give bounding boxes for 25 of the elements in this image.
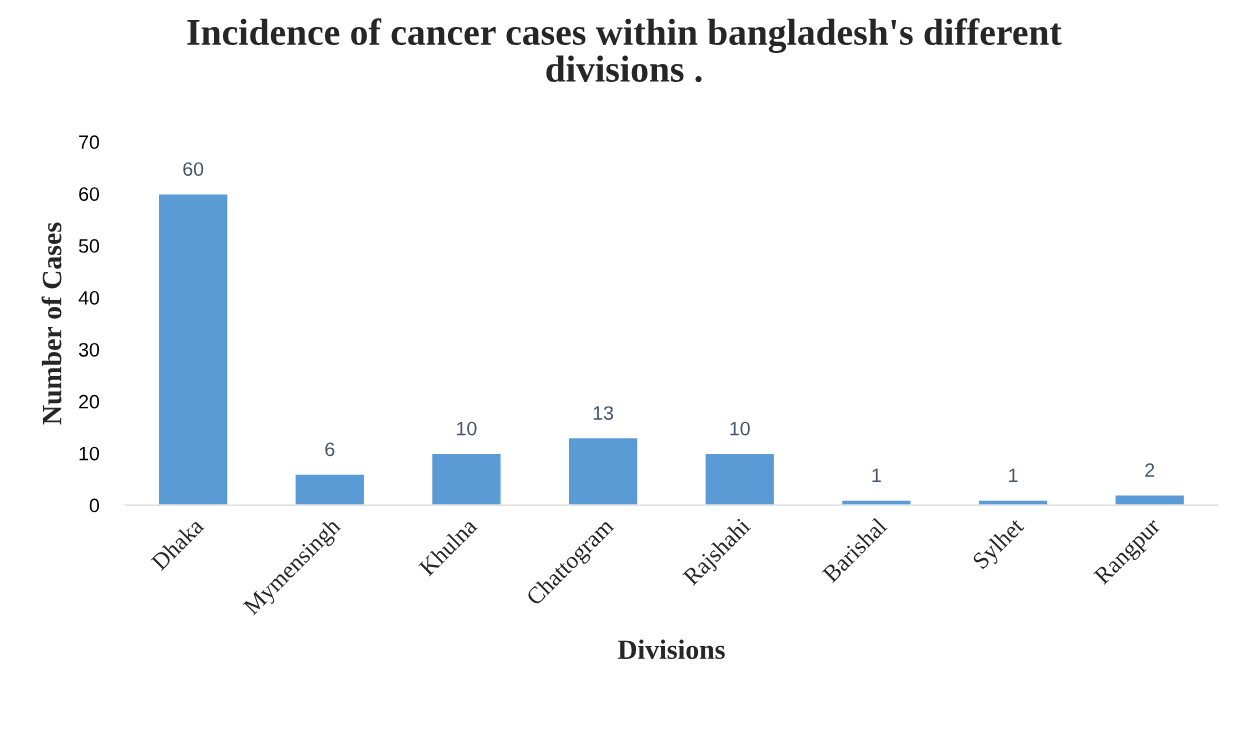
data-label: 10 [457, 421, 477, 436]
y-tick-label: 10 [79, 446, 100, 461]
data-label: 2 [1145, 463, 1155, 477]
data-label: 6 [325, 442, 335, 457]
y-tick-label: 40 [78, 290, 100, 305]
y-tick-label: 60 [79, 187, 100, 201]
y-axis-title: Number of Cases [41, 222, 62, 425]
x-axis-title: Divisions [617, 639, 725, 660]
data-label: 10 [730, 421, 750, 436]
bar [1114, 494, 1186, 506]
y-tick-label: 70 [79, 135, 100, 150]
bar [157, 193, 229, 506]
y-tick-label: 20 [79, 394, 100, 409]
data-label: 1 [1009, 468, 1018, 483]
data-label: 60 [183, 162, 204, 176]
bar [294, 473, 366, 506]
data-label: 1 [872, 468, 881, 483]
bar [430, 452, 502, 506]
chart-title: Incidence of cancer cases within bangladesh's different divisions . [187, 18, 1062, 83]
bar [567, 436, 639, 506]
bar [704, 452, 776, 506]
y-tick-label: 50 [78, 239, 100, 253]
data-label: 13 [593, 406, 614, 420]
y-tick-label: 0 [89, 498, 100, 513]
y-tick-label: 30 [78, 342, 100, 357]
